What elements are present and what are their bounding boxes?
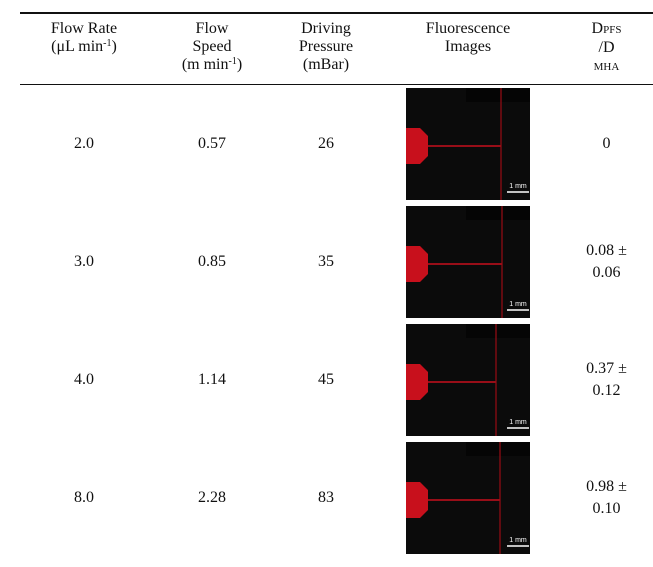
cell: 3.0	[20, 203, 148, 321]
cell: 1.14	[148, 321, 276, 439]
header-text: )	[112, 38, 117, 55]
cell: 4.0	[20, 321, 148, 439]
table-row: 4.0 1.14 45 1 mm 0.37 ± 0.12	[20, 321, 653, 439]
cell: 0.98 ± 0.10	[560, 439, 653, 557]
flow-speed: 2.28	[198, 489, 226, 506]
scale-label: 1 mm	[509, 183, 527, 190]
page: Flow Rate(μL min-1)FlowSpeed(m min-1)Dri…	[0, 0, 653, 567]
ratio: 0.37 ± 0.12	[579, 358, 635, 402]
table-row: 3.0 0.85 35 1 mm 0.08 ± 0.06	[20, 203, 653, 321]
ratio: 0.98 ± 0.10	[579, 476, 635, 520]
cell: 0.85	[148, 203, 276, 321]
scale-label: 1 mm	[509, 419, 527, 426]
header-text: (m min	[182, 56, 229, 73]
inlet	[406, 246, 428, 282]
image-cell: 1 mm	[376, 85, 560, 204]
scale-label: 1 mm	[509, 537, 527, 544]
cell: 35	[276, 203, 376, 321]
image-shade	[466, 206, 530, 220]
cell: 2.28	[148, 439, 276, 557]
pressure: 26	[318, 135, 334, 152]
flow-speed: 1.14	[198, 371, 226, 388]
flow-speed: 0.57	[198, 135, 226, 152]
header-text: Flow Rate	[51, 20, 117, 37]
pressure: 35	[318, 253, 334, 270]
table-row: 8.0 2.28 83 1 mm 0.98 ± 0.10	[20, 439, 653, 557]
pressure: 83	[318, 489, 334, 506]
table-row: 2.0 0.57 26 1 mm 0	[20, 85, 653, 204]
header-text: /D	[599, 39, 615, 56]
table-body: 2.0 0.57 26 1 mm 0 3.0 0.85 35 1 mm 0.08 ± 0.06 4.…	[20, 85, 653, 558]
header-text: PFS	[603, 24, 621, 36]
header-text: Speed	[192, 38, 231, 55]
cell: 0.08 ± 0.06	[560, 203, 653, 321]
header-cell: Flow Rate(μL min-1)	[20, 13, 148, 85]
header-text: MHA	[594, 61, 620, 73]
inlet	[406, 482, 428, 518]
cell: 8.0	[20, 439, 148, 557]
flow-rate: 3.0	[74, 253, 94, 270]
header-text: Flow	[196, 20, 229, 37]
header-text: Images	[445, 38, 491, 55]
ratio: 0	[579, 133, 635, 155]
header-text: Fluorescence	[426, 20, 510, 37]
flow-rate: 4.0	[74, 371, 94, 388]
pressure: 45	[318, 371, 334, 388]
flow-speed: 0.85	[198, 253, 226, 270]
header-cell: DPFS/D MHA	[560, 13, 653, 85]
fluorescence-image: 1 mm	[406, 88, 530, 200]
image-cell: 1 mm	[376, 439, 560, 557]
cell: 0.37 ± 0.12	[560, 321, 653, 439]
image-cell: 1 mm	[376, 321, 560, 439]
header-text: -1	[103, 38, 111, 49]
image-shade	[466, 88, 530, 102]
fluorescence-image: 1 mm	[406, 324, 530, 436]
cell: 2.0	[20, 85, 148, 204]
cell: 83	[276, 439, 376, 557]
header-text: )	[237, 56, 242, 73]
header-text: (μL min	[51, 38, 103, 55]
cell: 0	[560, 85, 653, 204]
inlet	[406, 128, 428, 164]
cell: 0.57	[148, 85, 276, 204]
header-text: Pressure	[299, 38, 353, 55]
flow-rate: 2.0	[74, 135, 94, 152]
fluorescence-image: 1 mm	[406, 442, 530, 554]
scale-label: 1 mm	[509, 301, 527, 308]
header-text: D	[592, 20, 604, 37]
cell: 26	[276, 85, 376, 204]
image-cell: 1 mm	[376, 203, 560, 321]
cell: 45	[276, 321, 376, 439]
image-shade	[466, 442, 530, 456]
ratio: 0.08 ± 0.06	[579, 240, 635, 284]
inlet	[406, 364, 428, 400]
image-shade	[466, 324, 530, 338]
header-text: -1	[229, 56, 237, 67]
fluorescence-image: 1 mm	[406, 206, 530, 318]
flow-rate: 8.0	[74, 489, 94, 506]
header-text: Driving	[301, 20, 351, 37]
header-text: (mBar)	[303, 56, 349, 73]
